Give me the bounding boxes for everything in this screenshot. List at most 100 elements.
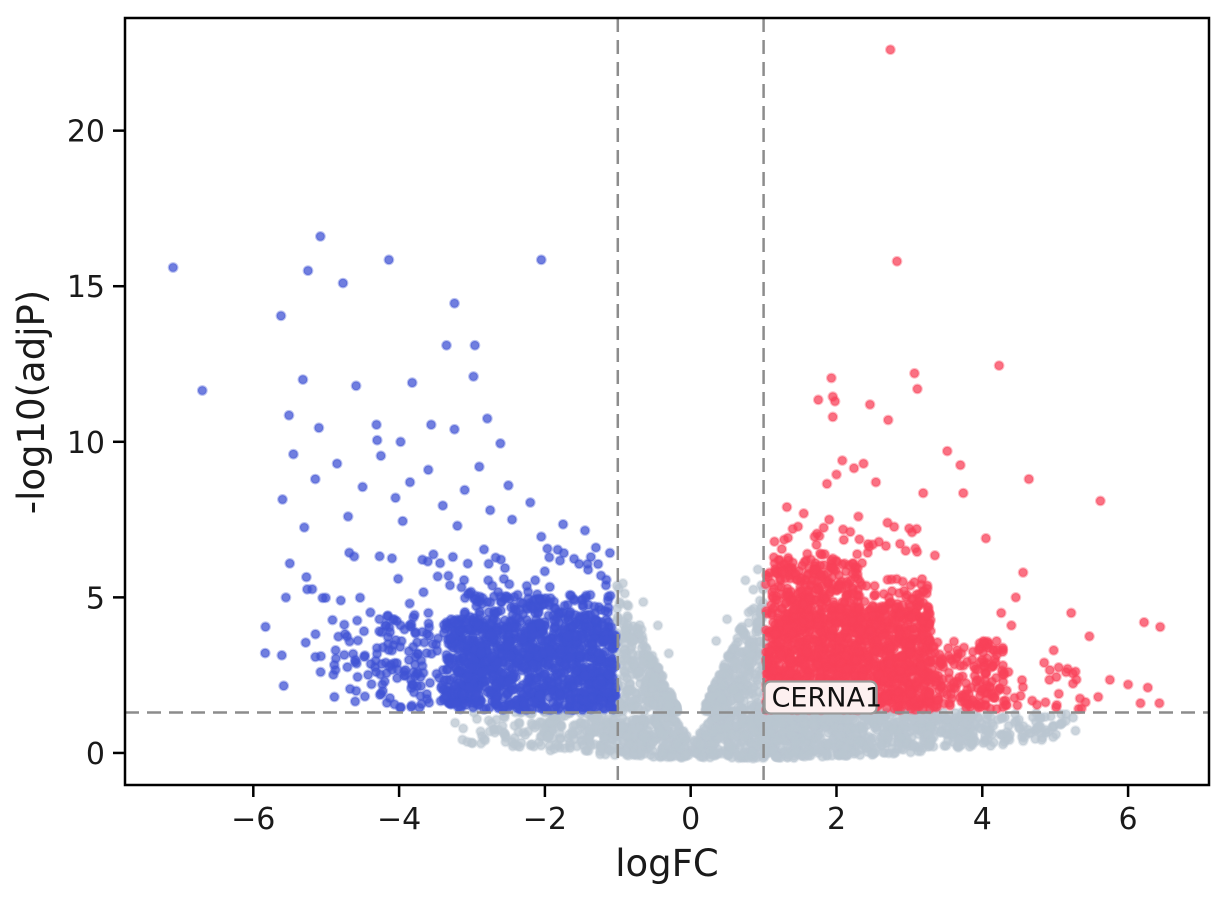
data-point	[465, 586, 477, 598]
data-point	[449, 698, 461, 709]
data-point	[953, 734, 965, 746]
data-point	[661, 739, 672, 750]
data-point	[487, 580, 498, 592]
data-point	[803, 633, 814, 645]
data-point	[831, 669, 843, 681]
data-point	[507, 621, 519, 632]
data-point	[1040, 727, 1052, 739]
data-point	[581, 744, 592, 756]
data-point	[357, 481, 369, 493]
data-point	[580, 612, 591, 624]
data-point	[1022, 724, 1034, 735]
data-point	[465, 663, 477, 674]
data-point	[392, 573, 404, 585]
data-point	[895, 650, 907, 662]
data-point	[502, 677, 514, 689]
data-point	[579, 685, 591, 697]
series-significant-down	[167, 230, 621, 716]
data-point	[565, 652, 577, 663]
data-point	[871, 635, 883, 647]
data-point	[863, 731, 875, 742]
data-point	[648, 699, 659, 711]
data-point	[444, 579, 456, 591]
data-point	[404, 476, 416, 488]
data-point	[988, 737, 1000, 748]
data-point	[406, 679, 418, 690]
data-point	[563, 729, 575, 740]
data-point	[803, 657, 815, 669]
data-point	[375, 669, 386, 680]
data-point	[823, 670, 834, 682]
data-point	[586, 639, 598, 651]
data-point	[934, 727, 946, 738]
data-point	[973, 712, 985, 724]
data-point	[881, 702, 893, 714]
data-point	[406, 377, 418, 389]
data-point	[449, 423, 460, 435]
data-point	[637, 596, 649, 608]
data-point	[259, 647, 271, 659]
data-point	[866, 749, 878, 761]
data-point	[338, 619, 350, 631]
data-point	[879, 728, 891, 740]
data-point	[540, 668, 551, 680]
data-point	[619, 637, 631, 648]
data-point	[434, 557, 446, 569]
data-point	[338, 649, 350, 661]
data-point	[873, 669, 885, 680]
data-point	[607, 672, 619, 684]
data-point	[604, 701, 615, 713]
data-point	[506, 514, 518, 525]
data-point	[587, 692, 598, 704]
data-point	[770, 751, 782, 763]
data-point	[452, 520, 463, 532]
data-point	[923, 738, 935, 750]
data-point	[592, 558, 604, 570]
data-point	[559, 742, 571, 754]
data-point	[736, 749, 748, 761]
data-point	[432, 571, 444, 582]
data-point	[558, 547, 570, 559]
data-point	[801, 671, 813, 682]
data-point	[534, 618, 545, 629]
data-point	[483, 606, 495, 618]
data-point	[480, 681, 491, 693]
data-point	[513, 644, 524, 655]
data-point	[772, 735, 784, 746]
data-point	[350, 380, 362, 392]
data-point	[879, 747, 891, 759]
data-point	[409, 659, 421, 670]
data-point	[330, 664, 341, 676]
data-point	[695, 738, 706, 750]
data-point	[501, 640, 513, 652]
data-point	[278, 680, 290, 692]
data-point	[535, 740, 547, 751]
data-point	[864, 625, 876, 636]
data-point	[883, 657, 895, 669]
data-point	[876, 739, 888, 751]
data-point	[428, 549, 439, 560]
data-point	[485, 651, 497, 663]
data-point	[302, 265, 314, 277]
data-point	[645, 749, 656, 761]
data-point	[905, 688, 917, 699]
data-point	[619, 588, 631, 599]
data-point	[477, 667, 489, 678]
data-point	[537, 679, 549, 691]
data-point	[555, 721, 567, 733]
data-point	[504, 651, 516, 662]
data-point	[786, 639, 797, 651]
data-point	[313, 422, 325, 434]
data-point	[404, 598, 416, 609]
data-point	[535, 531, 547, 543]
data-point	[469, 339, 481, 351]
data-point	[521, 580, 533, 592]
data-point	[423, 618, 435, 629]
data-point	[495, 438, 506, 449]
data-point	[351, 615, 363, 626]
data-point	[785, 653, 796, 665]
data-point	[375, 450, 387, 462]
data-point	[342, 511, 354, 522]
data-point	[490, 680, 502, 691]
data-point	[924, 720, 936, 732]
